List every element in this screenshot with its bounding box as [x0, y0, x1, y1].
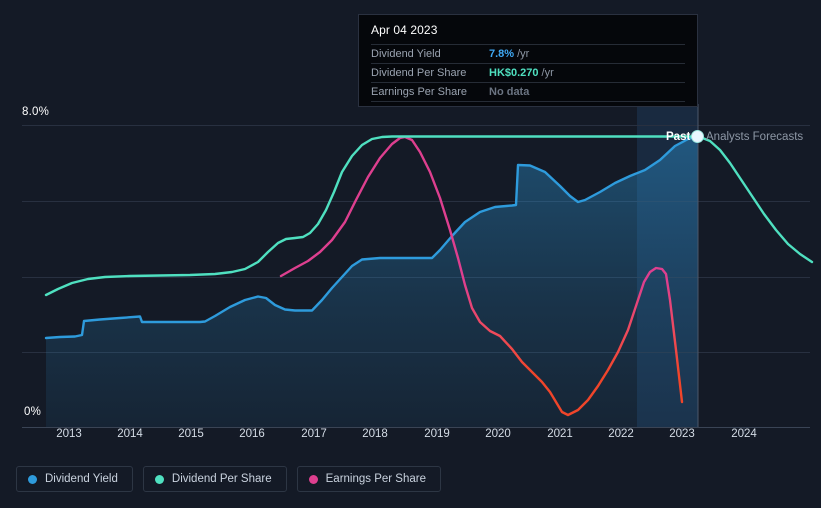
x-axis-label: 2021	[547, 428, 573, 440]
data-point-tooltip: Apr 04 2023 Dividend Yield 7.8% /yr Divi…	[358, 14, 698, 107]
tooltip-row-dividend-per-share: Dividend Per Share HK$0.270 /yr	[371, 63, 685, 82]
legend-dot-icon	[28, 474, 37, 484]
tooltip-value: HK$0.270	[489, 67, 539, 79]
tooltip-date: Apr 04 2023	[371, 23, 438, 37]
legend-dot-icon	[308, 474, 318, 484]
x-axis-label: 2014	[117, 428, 143, 440]
dividend-yield-line	[44, 135, 700, 340]
dividend-per-share-line	[44, 135, 814, 297]
legend-dot-icon	[154, 474, 164, 484]
x-axis-labels: 2013 2014 2015 2016 2017 2018 2019 2020 …	[0, 428, 821, 454]
tooltip-label: Dividend Per Share	[371, 67, 467, 79]
legend-label: Earnings Per Share	[325, 473, 426, 485]
present-marker-dot	[691, 130, 704, 143]
chart-svg	[22, 96, 814, 434]
x-axis-label: 2013	[56, 428, 82, 440]
y-axis-top-label: 8.0%	[22, 106, 50, 118]
x-axis-label: 2024	[731, 428, 757, 440]
x-axis-label: 2020	[485, 428, 511, 440]
x-axis-label: 2016	[239, 428, 265, 440]
past-label: Past	[666, 131, 691, 143]
tooltip-label: Earnings Per Share	[371, 86, 467, 98]
analysts-forecasts-label: Analysts Forecasts	[706, 131, 804, 143]
x-ticks	[68, 428, 745, 434]
x-axis-label: 2019	[424, 428, 450, 440]
tooltip-value: No data	[489, 86, 530, 98]
tooltip-label: Dividend Yield	[371, 48, 441, 60]
tooltip-row-earnings-per-share: Earnings Per Share No data	[371, 82, 685, 102]
earnings-per-share-line	[279, 135, 684, 417]
legend-label: Dividend Yield	[45, 473, 118, 485]
y-axis-bottom-label: 0%	[24, 406, 42, 418]
legend-item-dividend-per-share[interactable]: Dividend Per Share	[142, 466, 287, 492]
dividend-yield-area	[46, 137, 698, 427]
tooltip-unit: /yr	[517, 48, 530, 60]
tooltip-row-dividend-yield: Dividend Yield 7.8% /yr	[371, 44, 685, 63]
chart-legend: Dividend Yield Dividend Per Share Earnin…	[16, 466, 441, 492]
x-axis-label: 2018	[362, 428, 388, 440]
legend-label: Dividend Per Share	[171, 473, 272, 485]
tooltip-value: 7.8%	[489, 48, 515, 60]
legend-item-dividend-yield[interactable]: Dividend Yield	[16, 466, 133, 492]
legend-item-earnings-per-share[interactable]: Earnings Per Share	[296, 466, 441, 492]
x-axis-label: 2022	[608, 428, 634, 440]
x-axis-label: 2023	[669, 428, 695, 440]
chart-plot-area: 8.0% 0% Past Analysts Forecasts	[22, 96, 814, 434]
tooltip-unit: /yr	[541, 67, 554, 79]
x-axis-label: 2015	[178, 428, 204, 440]
x-axis-label: 2017	[301, 428, 327, 440]
